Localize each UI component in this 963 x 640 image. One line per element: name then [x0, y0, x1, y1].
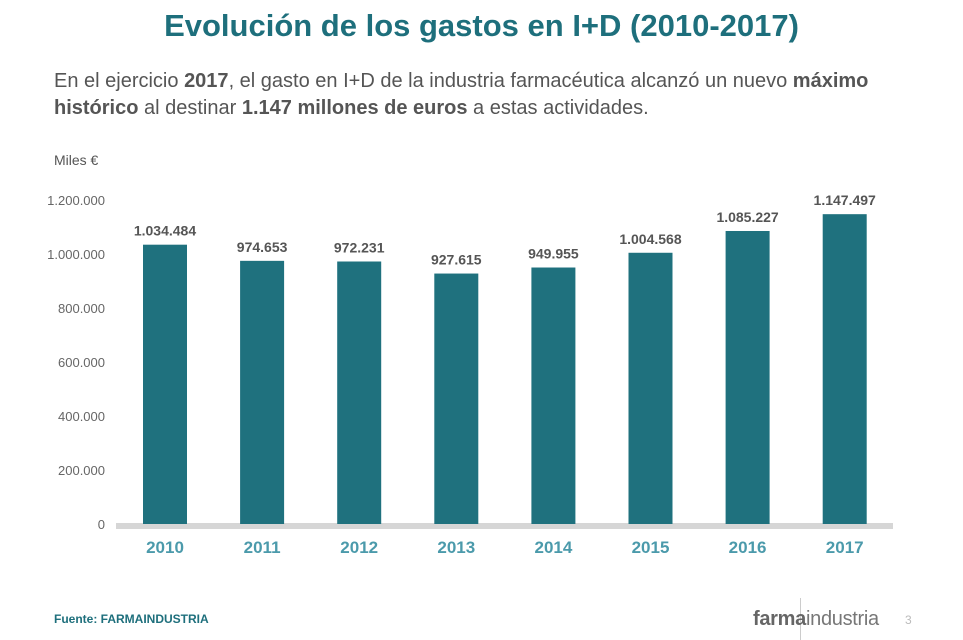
- source-name: FARMAINDUSTRIA: [100, 612, 209, 626]
- source-note: Fuente: FARMAINDUSTRIA: [54, 612, 209, 626]
- bar-2017: [822, 214, 867, 524]
- bar-2015: [628, 252, 673, 524]
- subtitle-text: , el gasto en I+D de la industria farmac…: [228, 70, 793, 92]
- farmaindustria-logo: farmaindustria: [753, 608, 879, 631]
- subtitle-text: a estas actividades.: [467, 97, 649, 119]
- data-label: 1.085.227: [716, 209, 778, 225]
- data-label: 949.955: [528, 246, 579, 262]
- x-tick-label: 2017: [826, 538, 864, 557]
- x-tick-label: 2015: [632, 538, 670, 557]
- x-tick-label: 2016: [729, 538, 767, 557]
- source-label: Fuente:: [54, 612, 101, 626]
- page-number: 3: [905, 613, 912, 627]
- bar-2016: [725, 230, 770, 524]
- footer-divider: [800, 598, 801, 640]
- bar-2011: [240, 260, 285, 524]
- subtitle-bold: 1.147 millones de euros: [241, 97, 468, 119]
- subtitle-text: al destinar: [138, 97, 242, 119]
- y-tick-label: 600.000: [58, 355, 105, 370]
- logo-rest: industria: [805, 608, 879, 630]
- bar-2014: [531, 267, 576, 524]
- subtitle-text: En el ejercicio: [54, 70, 185, 92]
- x-tick-label: 2014: [534, 538, 572, 557]
- slide-subtitle: En el ejercicio 2017, el gasto en I+D de…: [54, 68, 934, 122]
- y-axis-label: Miles €: [54, 152, 99, 168]
- slide-title: Evolución de los gastos en I+D (2010-201…: [164, 8, 799, 43]
- bar-2012: [337, 261, 382, 524]
- data-label: 1.147.497: [814, 192, 876, 208]
- data-label: 972.231: [334, 239, 385, 255]
- x-tick-label: 2012: [340, 538, 378, 557]
- x-tick-label: 2010: [146, 538, 184, 557]
- x-tick-label: 2011: [244, 538, 281, 557]
- data-label: 927.615: [431, 252, 482, 268]
- y-tick-label: 0: [98, 517, 105, 532]
- y-tick-label: 400.000: [58, 409, 105, 424]
- subtitle-bold: máximo histórico: [54, 70, 869, 119]
- y-tick-label: 1.000.000: [47, 247, 105, 262]
- y-tick-label: 1.200.000: [47, 193, 105, 208]
- x-axis-line: [116, 523, 893, 529]
- x-tick-label: 2013: [437, 538, 475, 557]
- data-label: 1.004.568: [619, 231, 681, 247]
- y-tick-label: 200.000: [58, 463, 105, 478]
- bar-2010: [143, 244, 187, 524]
- bar-2013: [434, 273, 479, 524]
- logo-bold: farma: [753, 608, 806, 630]
- subtitle-bold: 2017: [184, 70, 229, 92]
- data-label: 1.034.484: [134, 223, 196, 239]
- y-tick-label: 800.000: [58, 301, 105, 316]
- data-label: 974.653: [237, 239, 288, 255]
